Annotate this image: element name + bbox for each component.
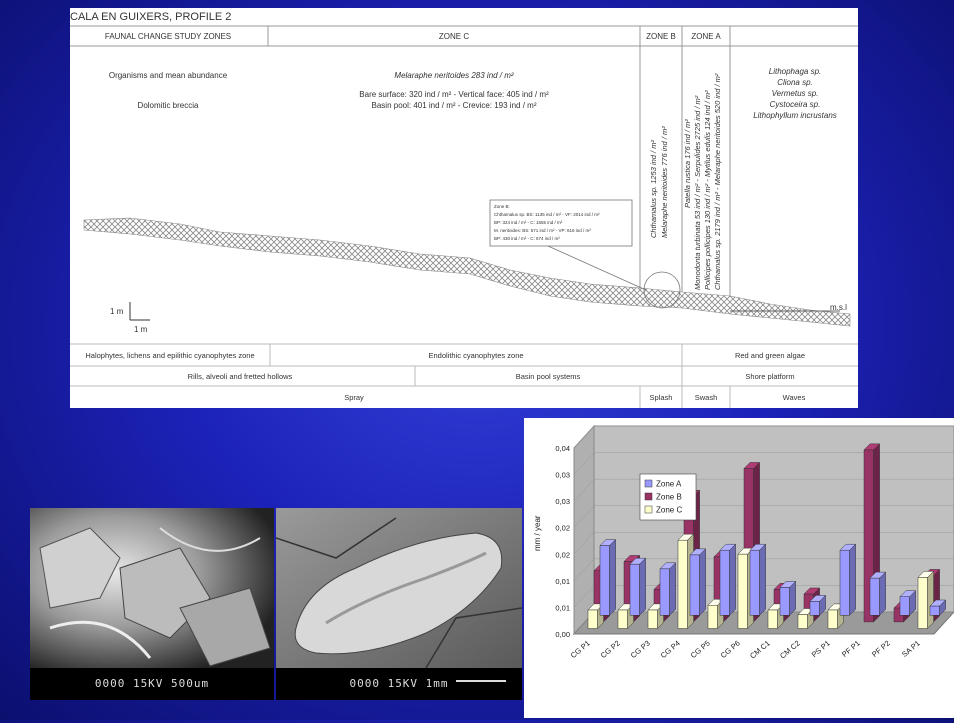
bar-zone-a-ps-p1	[839, 543, 857, 616]
sem-image-left: 0000 15KV 500um	[30, 508, 274, 700]
bar-zone-a-cm-c1	[779, 580, 797, 616]
sem-right-texture	[276, 508, 522, 700]
sem-left-label: 0000 15KV 500um	[94, 677, 210, 690]
zone-a-line4: Chthamalus sp. 2179 ind / m² - Melaraphe…	[713, 73, 722, 290]
scale-horizontal-label: 1 m	[134, 325, 148, 334]
zone-a-line3: Pollicipes pollicipes 130 ind / m² - Myt…	[703, 90, 712, 290]
inset-line1: Zone B:	[494, 204, 510, 209]
organisms-label: Organisms and mean abundance	[109, 71, 228, 80]
row3-spray: Spray	[344, 393, 364, 402]
species-lithophaga: Lithophaga sp.	[769, 67, 822, 76]
y-tick-label: 0,04	[555, 444, 570, 453]
y-tick-label: 0,01	[555, 603, 570, 612]
row3-waves: Waves	[783, 393, 806, 402]
zone-a-line1: Patella rustica 176 ind / m²	[683, 119, 692, 208]
x-tick-label: CM C1	[748, 639, 772, 661]
header-faunal-zones: FAUNAL CHANGE STUDY ZONES	[105, 32, 231, 41]
svg-text:Zone A: Zone A	[656, 480, 682, 489]
x-tick-label: CG P3	[629, 639, 652, 660]
species-cliona: Cliona sp.	[777, 78, 813, 87]
inset-line3: BP: 324 ind / m² - C: 1555 ind / m²	[494, 220, 563, 225]
bar-chart-panel: 0,00 0,01 0,01 0,02 0,02 0,03 0,03 0,04 mm / yea…	[524, 418, 954, 718]
y-tick-label: 0,01	[555, 577, 570, 586]
row2-shore: Shore platform	[745, 372, 794, 381]
header-zone-b: ZONE B	[646, 32, 676, 41]
species-vermetus: Vermetus sp.	[772, 89, 819, 98]
row1-algae: Red and green algae	[735, 351, 805, 360]
zone-c-line2: Bare surface: 320 ind / m² - Vertical fa…	[359, 90, 549, 99]
sem-left-texture	[30, 508, 274, 700]
row1-halophytes: Halophytes, lichens and epilithic cyanop…	[85, 351, 254, 360]
row2-basin: Basin pool systems	[516, 372, 581, 381]
zone-b-line1: Chthamalus sp. 1253 ind / m²	[649, 140, 658, 238]
bar-zone-c-sa-p1	[917, 570, 935, 630]
chart-axis: 0,00 0,01 0,01 0,02 0,02 0,03 0,03 0,04 mm / yea…	[533, 444, 922, 661]
rock-profile	[83, 217, 851, 327]
header-zone-c: ZONE C	[439, 32, 469, 41]
bar-chart: 0,00 0,01 0,01 0,02 0,02 0,03 0,03 0,04 mm / yea…	[533, 424, 954, 661]
row1-endolithic: Endolithic cyanophytes zone	[428, 351, 523, 360]
chart-bars	[587, 443, 947, 630]
x-tick-label: CM C2	[778, 639, 802, 661]
msl-label: m.s.l	[830, 303, 847, 312]
legend-item-zone-a: Zone A	[644, 480, 682, 489]
row2-rills: Rills, alveoli and fretted hollows	[188, 372, 293, 381]
species-lithophyllum: Lithophyllum incrustans	[753, 111, 837, 120]
y-tick-label: 0,00	[555, 630, 570, 639]
zone-c-line3: Basin pool: 401 ind / m² - Crevice: 193 …	[372, 101, 537, 110]
profile-title: CALA EN GUIXERS, PROFILE 2	[70, 11, 231, 23]
y-tick-label: 0,02	[555, 524, 570, 533]
bar-zone-c-cg-p2	[617, 603, 635, 630]
zone-b-line2: Melaraphe neritoides 776 ind / m²	[660, 126, 669, 238]
x-tick-label: PS P1	[810, 639, 832, 660]
x-tick-label: PF P1	[840, 639, 862, 659]
x-tick-label: CG P5	[689, 639, 712, 660]
scale-vertical-label: 1 m	[110, 307, 124, 316]
sem-image-right: 0000 15KV 1mm	[276, 508, 522, 700]
breccia-label: Dolomitic breccia	[138, 101, 199, 110]
y-axis-label: mm / year	[533, 515, 542, 551]
x-tick-label: CG P1	[569, 639, 592, 660]
x-tick-label: CG P6	[719, 639, 742, 660]
bar-zone-a-cg-p6	[749, 543, 767, 616]
y-tick-label: 0,03	[555, 471, 570, 480]
profile-diagram: CALA EN GUIXERS, PROFILE 2 FAUNAL CHANGE…	[70, 8, 858, 408]
bar-zone-a-cg-p5	[719, 543, 737, 616]
bar-zone-a-pf-p1	[869, 571, 887, 616]
bar-zone-a-cg-p2	[629, 557, 647, 616]
chart-legend: Zone A Zone B Zone C	[639, 473, 697, 521]
inset-line4: M. neritoides: BS: 571 ind / m² - VP: 61…	[494, 228, 591, 233]
legend-item-zone-b: Zone B	[644, 493, 682, 502]
sem-right-label: 0000 15KV 1mm	[349, 677, 449, 690]
profile-svg: CALA EN GUIXERS, PROFILE 2 FAUNAL CHANGE…	[70, 11, 858, 408]
y-tick-label: 0,02	[555, 550, 570, 559]
bar-zone-a-cg-p4	[689, 548, 707, 616]
header-zone-a: ZONE A	[691, 32, 721, 41]
y-tick-label: 0,03	[555, 497, 570, 506]
species-cystoceira: Cystoceira sp.	[770, 100, 821, 109]
bar-zone-a-sa-p1	[929, 599, 947, 616]
x-tick-label: CG P4	[659, 639, 682, 660]
inset-line2: Chthamalus sp. BS: 1135 ind / m² - VF: 2…	[494, 212, 600, 217]
inset-line5: BP: 430 ind / m² - C: 574 ind / m²	[494, 236, 560, 241]
bar-zone-a-cg-p3	[659, 562, 677, 616]
svg-text:Zone B: Zone B	[656, 493, 682, 502]
row3-splash: Splash	[650, 393, 673, 402]
bar-zone-a-cm-c2	[809, 594, 827, 616]
bar-zone-a-pf-p2	[899, 590, 917, 616]
x-tick-label: SA P1	[900, 639, 922, 659]
legend-item-zone-c: Zone C	[644, 506, 682, 515]
zone-c-species: Melaraphe neritoides 283 ind / m²	[394, 71, 514, 80]
x-tick-label: PF P2	[870, 639, 892, 659]
x-tick-label: CG P2	[599, 639, 622, 660]
zone-a-line2: Monodonta turbinata 53 ind / m² - Serpul…	[693, 95, 702, 290]
svg-text:Zone C: Zone C	[656, 506, 682, 515]
bar-zone-a-cg-p1	[599, 538, 617, 616]
row3-swash: Swash	[695, 393, 718, 402]
